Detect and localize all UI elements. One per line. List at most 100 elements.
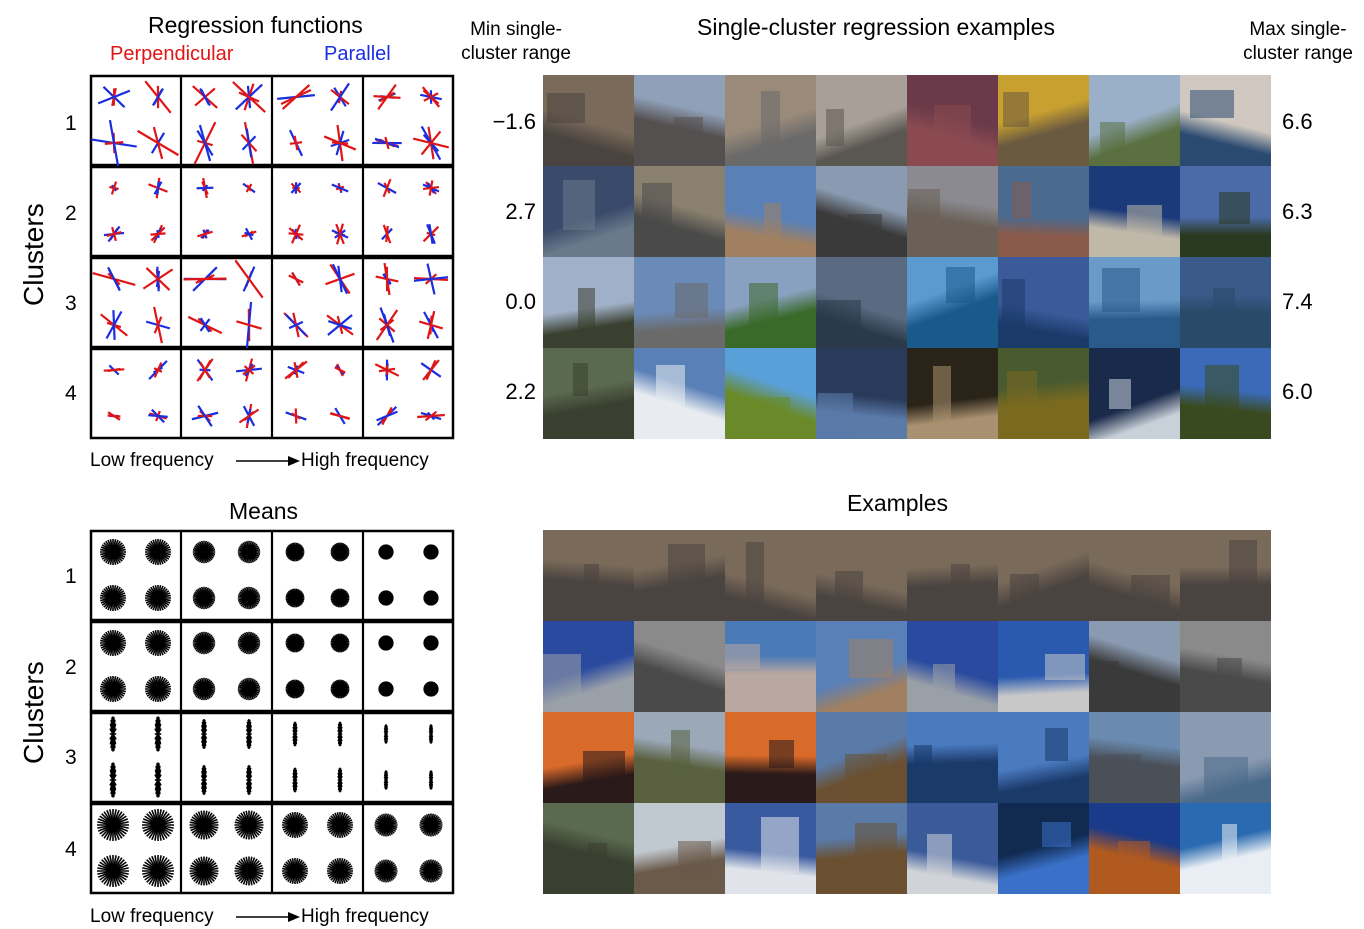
mean-glyph	[245, 765, 253, 795]
min-range-header: Min single- cluster range	[461, 19, 571, 64]
legend-parallel: Parallel	[324, 43, 391, 65]
mean-glyph	[192, 631, 216, 655]
mean-glyph	[145, 539, 171, 565]
single-cluster-image-r1-c5	[907, 75, 998, 166]
max-value-4: 6.0	[1282, 379, 1313, 404]
mean-glyph	[142, 855, 174, 887]
single-cluster-image-grid	[543, 75, 1271, 439]
regression-glyph	[277, 84, 315, 110]
regression-glyph	[91, 119, 137, 167]
mean-glyph	[285, 542, 305, 562]
example-image-r4-c4	[816, 803, 907, 894]
mean-glyph	[285, 633, 305, 653]
max-value-3: 7.4	[1282, 289, 1313, 314]
single-cluster-image-r4-c5	[907, 348, 998, 439]
mean-glyph	[237, 540, 261, 564]
regression-glyph	[103, 364, 125, 376]
regression-glyph	[331, 223, 349, 245]
max-range-header: Max single- cluster range	[1243, 19, 1353, 64]
regression-glyph	[197, 228, 213, 240]
regression-glyph	[107, 411, 121, 421]
freq-high-label-bottom: High frequency	[301, 906, 429, 927]
mean-glyph	[428, 724, 434, 744]
regression-glyph	[241, 227, 257, 241]
regression-glyph	[375, 262, 399, 296]
example-image-r3-c7	[1089, 712, 1180, 803]
regression-glyph	[283, 312, 309, 338]
mean-glyph	[383, 724, 389, 744]
single-cluster-image-r1-c8	[1180, 75, 1271, 166]
regression-glyph	[238, 403, 260, 429]
regression-grid	[89, 74, 455, 440]
single-cluster-image-r4-c4	[816, 348, 907, 439]
regression-glyph	[240, 121, 258, 165]
mean-glyph	[192, 677, 216, 701]
regression-glyph	[144, 80, 172, 114]
example-image-r4-c1	[543, 803, 634, 894]
example-image-r1-c1	[543, 530, 634, 621]
single-cluster-image-r3-c4	[816, 257, 907, 348]
regression-glyph	[326, 314, 354, 336]
mean-glyph	[419, 813, 443, 837]
means-title: Means	[229, 498, 299, 524]
single-cluster-image-r3-c5	[907, 257, 998, 348]
mean-glyph	[330, 542, 350, 562]
example-image-r4-c5	[907, 803, 998, 894]
regression-glyph	[191, 405, 219, 427]
regression-glyph	[103, 225, 125, 243]
regression-glyph	[148, 360, 168, 380]
regression-glyph	[242, 182, 256, 194]
single-cluster-image-r3-c8	[1180, 257, 1271, 348]
mean-glyph	[100, 585, 126, 611]
example-image-r4-c7	[1089, 803, 1180, 894]
single-cluster-image-r3-c6	[998, 257, 1089, 348]
regression-glyph	[323, 124, 357, 162]
regression-glyph	[236, 301, 262, 349]
example-image-r3-c5	[907, 712, 998, 803]
mean-glyph	[378, 635, 394, 651]
single-cluster-image-r2-c1	[543, 166, 634, 257]
max-value-2: 6.3	[1282, 199, 1313, 224]
means-cluster-label-2: 2	[65, 656, 77, 679]
mean-glyph	[237, 677, 261, 701]
mean-glyph	[423, 544, 439, 560]
mean-glyph	[142, 809, 174, 841]
regression-glyph	[148, 177, 168, 199]
mean-glyph	[292, 767, 298, 793]
mean-glyph	[100, 676, 126, 702]
regression-glyph	[288, 224, 304, 244]
mean-glyph	[378, 544, 394, 560]
regression-glyph	[377, 178, 397, 198]
min-value-2: 2.7	[505, 199, 536, 224]
mean-glyph	[189, 810, 219, 840]
mean-glyph	[330, 588, 350, 608]
example-image-r2-c2	[634, 621, 725, 712]
example-image-r2-c5	[907, 621, 998, 712]
example-image-r4-c2	[634, 803, 725, 894]
freq-high-label-top: High frequency	[301, 450, 429, 471]
mean-glyph	[327, 812, 353, 838]
regression-glyph	[331, 182, 349, 194]
regression-glyph	[325, 263, 355, 295]
single-cluster-image-r4-c1	[543, 348, 634, 439]
mean-glyph	[100, 630, 126, 656]
mean-glyph	[234, 856, 264, 886]
mean-glyph	[330, 679, 350, 699]
clusters-axis-label-top: Clusters	[18, 203, 49, 306]
mean-glyph	[337, 767, 343, 793]
single-cluster-image-r4-c8	[1180, 348, 1271, 439]
freq-low-label-top: Low frequency	[90, 450, 214, 471]
regression-glyph	[196, 358, 214, 382]
example-image-r4-c6	[998, 803, 1089, 894]
mean-glyph	[154, 716, 162, 752]
mean-glyph	[282, 858, 308, 884]
example-image-r1-c2	[634, 530, 725, 621]
mean-glyph	[419, 859, 443, 883]
regression-glyph	[193, 121, 217, 165]
mean-glyph	[282, 812, 308, 838]
regression-glyph	[373, 83, 401, 111]
single-cluster-image-r2-c2	[634, 166, 725, 257]
single-cluster-image-r4-c6	[998, 348, 1089, 439]
regression-glyph	[329, 407, 351, 425]
regression-glyph	[422, 223, 440, 245]
